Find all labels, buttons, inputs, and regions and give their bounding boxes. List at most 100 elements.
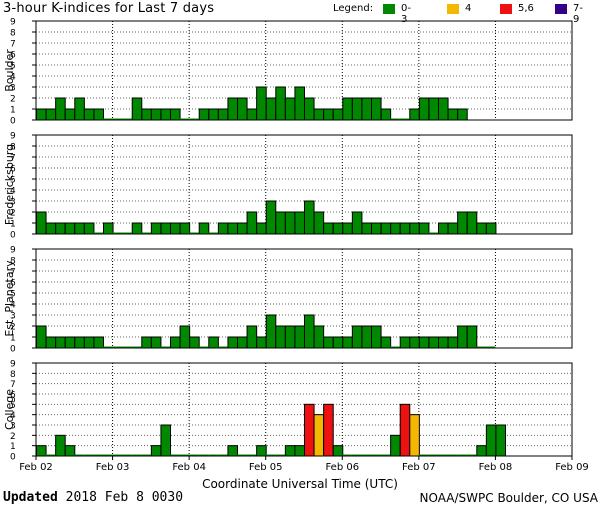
k-bar bbox=[45, 336, 57, 349]
k-bar bbox=[438, 97, 449, 121]
k-bar bbox=[237, 222, 248, 235]
k-bar bbox=[217, 222, 229, 235]
k-bar bbox=[237, 97, 248, 121]
chart-title: 3-hour K-indices for Last 7 days bbox=[3, 1, 215, 16]
k-bar bbox=[457, 325, 468, 349]
credit: NOAA/SWPC Boulder, CO USA bbox=[419, 491, 598, 505]
k-bar bbox=[170, 222, 181, 235]
k-bar bbox=[55, 222, 66, 235]
k-bar bbox=[170, 336, 181, 349]
y-tick-label: 9 bbox=[10, 360, 16, 370]
k-bar bbox=[160, 222, 172, 235]
k-bar bbox=[227, 222, 239, 235]
panel-label: Fredericksburg bbox=[3, 144, 16, 225]
k-bar bbox=[256, 445, 267, 457]
k-bar bbox=[342, 336, 353, 349]
k-bar bbox=[428, 97, 439, 121]
k-bar bbox=[64, 108, 76, 121]
k-bar bbox=[342, 97, 353, 121]
k-bar bbox=[332, 445, 344, 457]
y-tick-label: 7 bbox=[10, 380, 16, 390]
k-bar bbox=[160, 424, 172, 457]
y-tick-label: 5 bbox=[10, 401, 16, 411]
y-tick-label: 1 bbox=[10, 220, 16, 230]
k-bar bbox=[256, 86, 267, 121]
y-tick-label: 3 bbox=[10, 312, 16, 322]
x-tick-label: Feb 06 bbox=[325, 462, 359, 473]
x-tick-label: Feb 07 bbox=[402, 462, 436, 473]
k-bar bbox=[409, 108, 420, 121]
k-bar bbox=[428, 336, 439, 349]
plot-frame bbox=[35, 134, 573, 235]
k-bar bbox=[380, 222, 392, 235]
y-tick-label: 0 bbox=[10, 453, 16, 463]
k-bar bbox=[83, 336, 95, 349]
y-tick-label: 6 bbox=[10, 165, 16, 175]
y-tick-label: 9 bbox=[10, 18, 16, 28]
k-bar bbox=[485, 424, 497, 457]
y-tick-label: 6 bbox=[10, 51, 16, 61]
legend-swatch-0-3 bbox=[383, 4, 395, 14]
k-bar bbox=[36, 108, 47, 121]
k-bar bbox=[64, 445, 76, 457]
k-bar bbox=[304, 97, 315, 121]
y-tick-label: 1 bbox=[10, 106, 16, 116]
y-tick-label: 2 bbox=[10, 209, 16, 219]
k-bar bbox=[131, 222, 143, 235]
y-tick-label: 8 bbox=[10, 257, 16, 267]
x-tick-label: Feb 02 bbox=[19, 462, 53, 473]
k-bar bbox=[332, 108, 344, 121]
k-bar bbox=[160, 108, 172, 121]
k-bar bbox=[371, 325, 382, 349]
k-bar bbox=[93, 108, 105, 121]
y-tick-label: 0 bbox=[10, 345, 16, 355]
k-bar bbox=[447, 222, 459, 235]
panel-label: Boulder bbox=[3, 49, 16, 92]
y-tick-label: 4 bbox=[10, 411, 16, 421]
y-tick-label: 3 bbox=[10, 198, 16, 208]
y-tick-label: 6 bbox=[10, 279, 16, 289]
k-bar bbox=[447, 336, 459, 349]
legend-swatch-7-9 bbox=[555, 4, 567, 14]
k-bar bbox=[418, 336, 430, 349]
k-bar bbox=[198, 108, 210, 121]
y-tick-label: 6 bbox=[10, 391, 16, 401]
legend-text-4: 4 bbox=[465, 3, 472, 14]
k-bar bbox=[227, 97, 239, 121]
k-bar bbox=[284, 325, 296, 349]
y-tick-label: 4 bbox=[10, 301, 16, 311]
k-bar bbox=[83, 108, 95, 121]
k-bar bbox=[227, 445, 239, 457]
k-bar bbox=[208, 108, 219, 121]
k-bar bbox=[323, 222, 334, 235]
y-tick-label: 2 bbox=[10, 95, 16, 105]
legend-text-5-6: 5,6 bbox=[518, 3, 534, 14]
k-bar bbox=[150, 108, 162, 121]
k-bar bbox=[304, 403, 315, 457]
k-bar bbox=[457, 108, 468, 121]
k-bar bbox=[237, 336, 248, 349]
k-bar bbox=[170, 108, 181, 121]
y-tick-label: 5 bbox=[10, 290, 16, 300]
k-bar bbox=[265, 200, 277, 235]
k-bar bbox=[198, 222, 210, 235]
k-bar bbox=[304, 200, 315, 235]
k-bar bbox=[141, 336, 152, 349]
k-bar bbox=[179, 325, 191, 349]
k-bar bbox=[294, 445, 305, 457]
k-bar bbox=[265, 97, 277, 121]
k-bar bbox=[399, 336, 411, 349]
k-bar bbox=[466, 211, 478, 235]
y-tick-label: 7 bbox=[10, 40, 16, 50]
k-bar bbox=[399, 222, 411, 235]
k-bar bbox=[55, 97, 66, 121]
k-bar bbox=[36, 211, 47, 235]
k-bar bbox=[495, 424, 506, 457]
k-bar bbox=[342, 222, 353, 235]
k-bar bbox=[141, 108, 152, 121]
k-bar bbox=[313, 414, 325, 457]
